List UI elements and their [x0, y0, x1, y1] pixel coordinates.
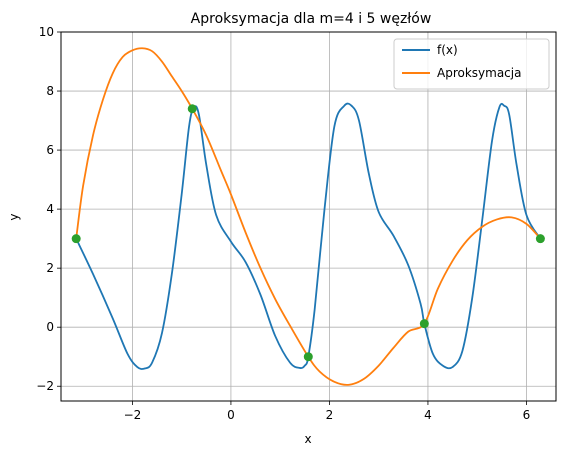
x-tick-label: 2 — [326, 408, 334, 422]
plot-area — [71, 47, 545, 386]
x-axis-ticks: −2 0 2 4 6 — [124, 401, 531, 422]
chart-title: Aproksymacja dla m=4 i 5 węzłów — [191, 11, 432, 27]
legend-box — [393, 38, 550, 90]
y-tick-label: 4 — [46, 202, 54, 216]
y-tick-label: 10 — [39, 25, 54, 39]
node-point — [303, 352, 313, 362]
node-point — [535, 234, 545, 244]
node-point — [71, 234, 81, 244]
y-axis-label: y — [7, 213, 21, 220]
axes-frame — [60, 31, 557, 402]
legend: f(x) Aproksymacja — [393, 38, 550, 90]
grid-lines — [61, 31, 556, 401]
y-tick-label: 2 — [46, 261, 54, 275]
node-point — [419, 319, 429, 329]
x-tick-label: −2 — [124, 408, 142, 422]
y-tick-label: 6 — [46, 143, 54, 157]
y-tick-label: 8 — [46, 84, 54, 98]
x-axis-label: x — [304, 432, 311, 446]
legend-label-approx: Aproksymacja — [437, 66, 521, 80]
node-point — [187, 104, 197, 114]
x-tick-label: 4 — [424, 408, 432, 422]
y-tick-label: 0 — [46, 320, 54, 334]
series-line-approx — [75, 47, 542, 386]
series-line-fx — [75, 102, 542, 370]
y-tick-label: −2 — [36, 379, 54, 393]
x-tick-label: 0 — [227, 408, 235, 422]
legend-label-fx: f(x) — [437, 43, 458, 57]
y-axis-ticks: −2 0 2 4 6 8 10 — [36, 25, 61, 393]
x-tick-label: 6 — [523, 408, 531, 422]
